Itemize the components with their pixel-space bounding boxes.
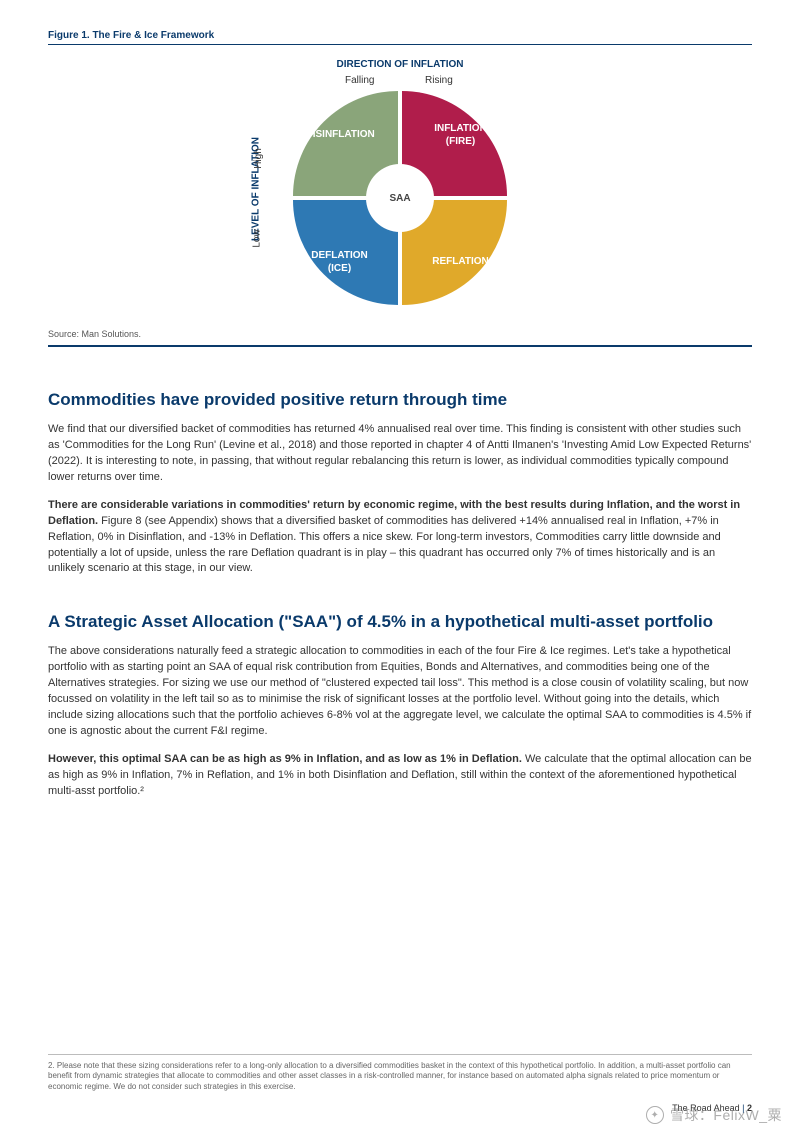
figure-source: Source: Man Solutions. xyxy=(48,329,752,347)
axis-sub-rising: Rising xyxy=(425,75,453,86)
axis-sub-high: High xyxy=(253,148,264,169)
section-heading: A Strategic Asset Allocation ("SAA") of … xyxy=(48,611,752,634)
quadrant-label: DISINFLATION xyxy=(300,122,380,147)
body-text: Figure 8 (see Appendix) shows that a div… xyxy=(48,515,721,575)
figure-title: Figure 1. The Fire & Ice Framework xyxy=(48,30,752,45)
body-paragraph: However, this optimal SAA can be as high… xyxy=(48,752,752,800)
axis-sub-falling: Falling xyxy=(345,75,374,86)
lead-sentence: However, this optimal SAA can be as high… xyxy=(48,753,522,765)
axis-sub-low: Low xyxy=(252,229,263,247)
body-paragraph: The above considerations naturally feed … xyxy=(48,644,752,740)
fire-ice-donut-chart: DIRECTION OF INFLATION Falling Rising LE… xyxy=(48,59,752,319)
body-paragraph: There are considerable variations in com… xyxy=(48,498,752,578)
donut: DISINFLATION INFLATION(FIRE) DEFLATION(I… xyxy=(293,91,507,305)
axis-label-top: DIRECTION OF INFLATION xyxy=(336,59,463,70)
donut-center: SAA xyxy=(370,168,430,228)
quadrant-label: REFLATION xyxy=(426,249,494,274)
watermark: ✦ 雪球：FelixW_粟 xyxy=(646,1105,782,1125)
quadrant-label: DEFLATION(ICE) xyxy=(305,243,373,281)
watermark-icon: ✦ xyxy=(646,1106,664,1124)
body-paragraph: We find that our diversified backet of c… xyxy=(48,422,752,486)
section-heading: Commodities have provided positive retur… xyxy=(48,389,752,412)
watermark-text: 雪球：FelixW_粟 xyxy=(670,1105,782,1125)
quadrant-label: INFLATION(FIRE) xyxy=(428,116,493,154)
footnote: 2. Please note that these sizing conside… xyxy=(48,1054,752,1093)
